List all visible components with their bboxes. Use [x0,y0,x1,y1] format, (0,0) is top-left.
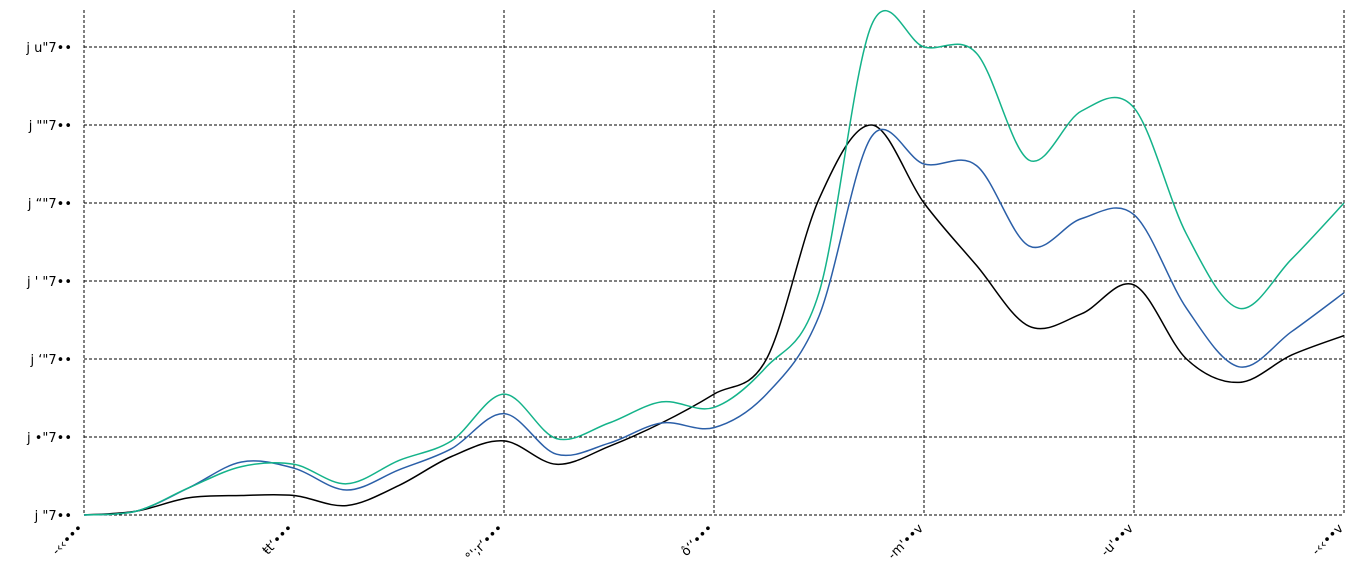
y-axis-tick-labels: j "7•• j •"7•• j ‘"7•• j ' "7•• j “"7•• j ""7… [25,41,72,524]
x-tick-label: -‹‹••v [1309,521,1347,559]
y-tick-label: j •"7•• [26,431,72,446]
x-tick-label: -‹‹••• [49,521,87,559]
series-line-3 [83,9,1345,516]
x-tick-label: -m'••v [885,521,927,563]
x-axis-tick-labels: -‹‹••• ŧt‘••• °';r‘••• ô‘‘••• -m'••v -u'••v -‹… [49,521,1347,565]
y-tick-label: j "7•• [34,509,72,524]
y-tick-label: j ' "7•• [26,275,72,290]
y-tick-label: j ‘"7•• [30,353,72,368]
grid-lines [83,10,1345,516]
series-lines [83,9,1345,516]
x-tick-label: ô‘‘••• [678,521,716,559]
y-tick-label: j u"7•• [25,41,72,56]
series-line-2 [83,128,1345,516]
y-tick-label: j ""7•• [28,119,72,134]
series-line-1 [83,124,1345,516]
x-tick-label: °';r‘••• [463,521,507,565]
x-tick-label: -u'••v [1098,521,1137,560]
x-tick-label: ŧt‘••• [260,521,297,558]
y-tick-label: j “"7•• [27,197,72,212]
